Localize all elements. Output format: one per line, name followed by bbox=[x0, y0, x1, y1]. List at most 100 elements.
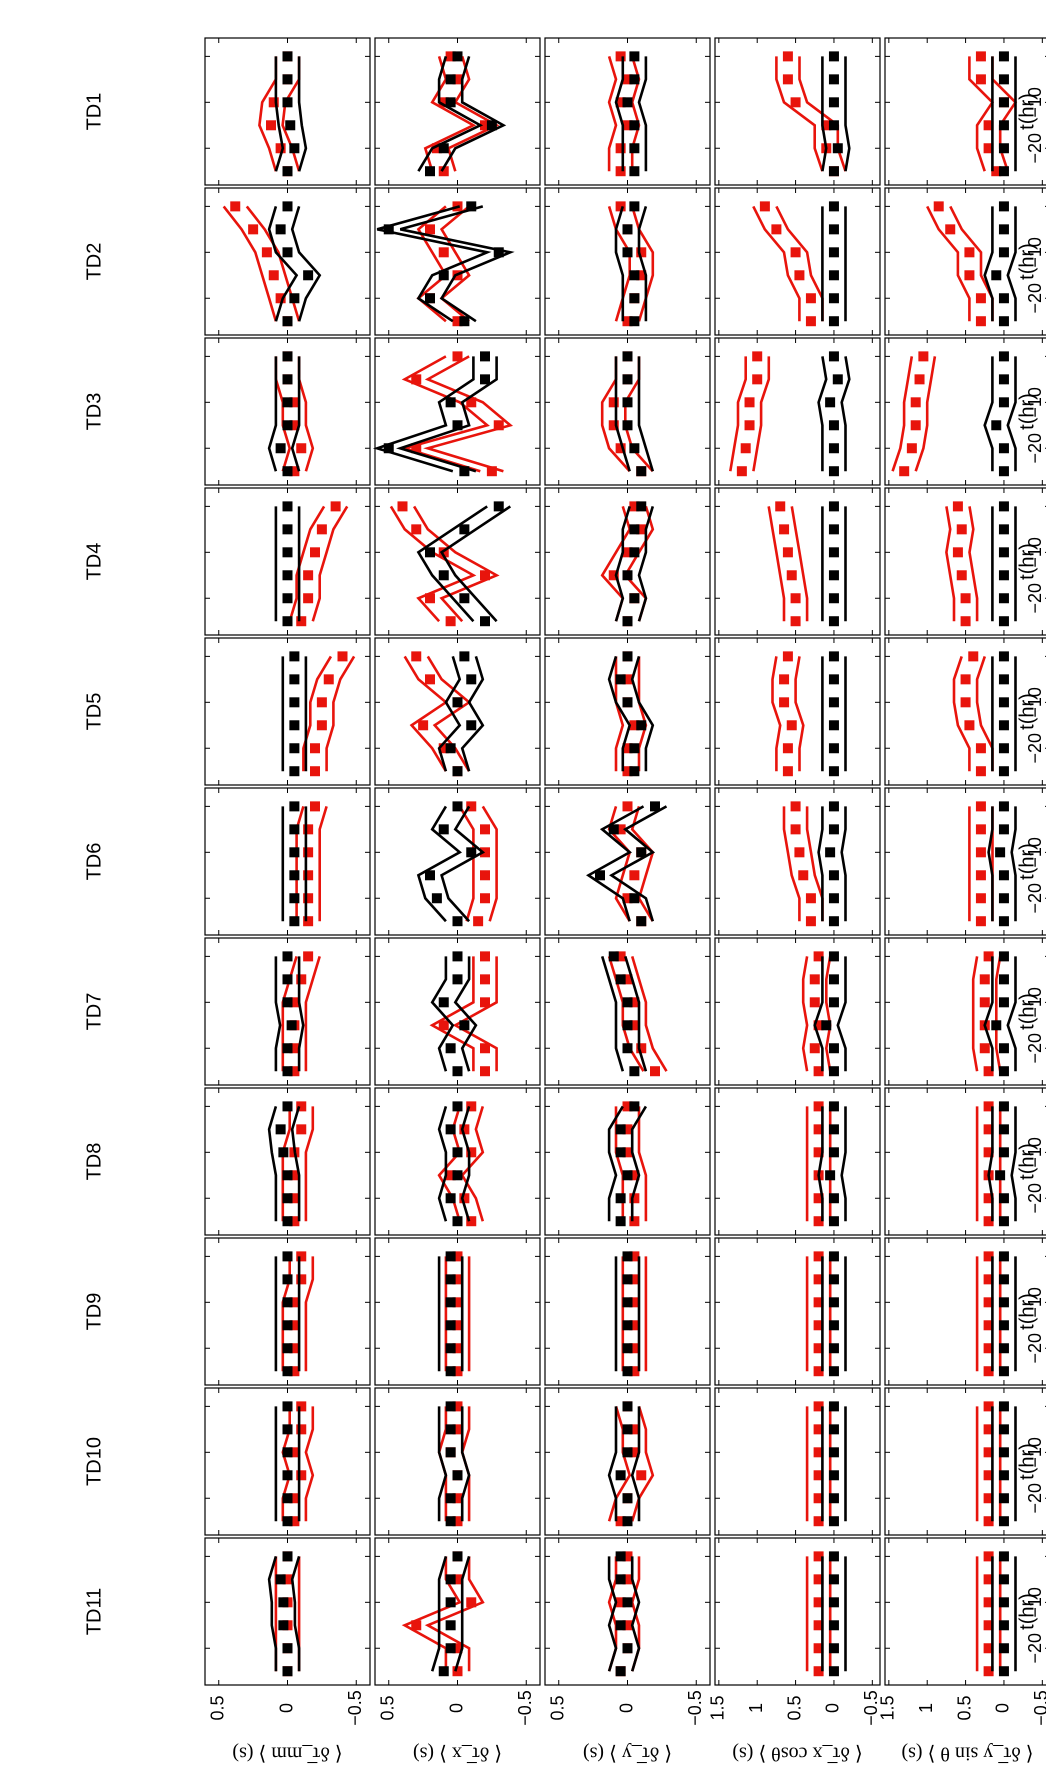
panel-frame bbox=[714, 187, 881, 336]
red-series-point bbox=[296, 1470, 307, 1481]
time-tick-label: −20 bbox=[1025, 1033, 1045, 1064]
red-series-point bbox=[466, 801, 477, 812]
red-series-lower-bound bbox=[304, 956, 321, 1072]
red-series-lower-bound bbox=[968, 506, 979, 622]
red-series-point bbox=[629, 1297, 640, 1308]
black-series-point bbox=[998, 766, 1009, 777]
black-series-point bbox=[452, 1147, 463, 1158]
red-series-point bbox=[622, 1551, 633, 1562]
panel-frame bbox=[714, 1237, 881, 1386]
black-series-point bbox=[289, 651, 300, 662]
red-series-point bbox=[759, 201, 770, 212]
black-series-upper-bound bbox=[817, 1106, 824, 1222]
red-series-point bbox=[964, 270, 975, 281]
red-series-point bbox=[289, 1066, 300, 1077]
red-series-point bbox=[782, 651, 793, 662]
black-series-point bbox=[998, 501, 1009, 512]
red-series-point bbox=[296, 1274, 307, 1285]
red-series-point bbox=[323, 674, 334, 685]
black-series-point bbox=[622, 1020, 633, 1031]
red-series-point bbox=[289, 1320, 300, 1331]
red-series-point bbox=[821, 120, 832, 131]
red-series-point bbox=[983, 951, 994, 962]
black-series-point bbox=[445, 1043, 456, 1054]
panel-td3-row4 bbox=[714, 337, 881, 486]
black-series-point bbox=[282, 397, 293, 408]
red-series-point bbox=[452, 1666, 463, 1677]
black-series-point bbox=[828, 824, 839, 835]
red-series-point bbox=[310, 766, 320, 777]
red-series-point bbox=[983, 1643, 994, 1654]
value-tick-label: 1.5 bbox=[708, 1695, 728, 1720]
panel-frame bbox=[544, 187, 711, 336]
black-series-point bbox=[828, 1216, 839, 1227]
red-series-point bbox=[629, 1320, 640, 1331]
black-series-point bbox=[445, 1401, 456, 1412]
panel-frame bbox=[884, 187, 1046, 336]
red-series-lower-bound bbox=[424, 1556, 485, 1672]
panel-td4-row2 bbox=[374, 487, 541, 636]
red-series-point bbox=[983, 1401, 994, 1412]
red-series-point bbox=[983, 1666, 994, 1677]
red-series-point bbox=[782, 51, 793, 62]
red-series-point bbox=[983, 1066, 994, 1077]
black-series-point bbox=[438, 824, 449, 835]
red-series-lower-bound bbox=[481, 805, 498, 922]
red-series-point bbox=[289, 1366, 300, 1377]
red-series-point bbox=[275, 143, 286, 154]
red-series-point bbox=[983, 1516, 994, 1527]
red-series-point bbox=[813, 1366, 824, 1377]
red-series-point bbox=[744, 397, 755, 408]
black-series-point bbox=[998, 143, 1009, 154]
black-series-lower-bound bbox=[637, 506, 655, 622]
black-series-point bbox=[282, 1493, 293, 1504]
black-series-point bbox=[278, 1597, 289, 1608]
black-series-point bbox=[622, 1320, 633, 1331]
red-series-point bbox=[452, 1366, 463, 1377]
black-series-point bbox=[622, 651, 633, 662]
red-series-point bbox=[486, 466, 497, 477]
black-series-point bbox=[828, 201, 839, 212]
row-label-3: ⟨ δτ̅_y ⟩ (s) bbox=[583, 1742, 672, 1764]
black-series-point bbox=[998, 524, 1009, 535]
black-series-point bbox=[998, 893, 1009, 904]
red-series-point bbox=[431, 143, 442, 154]
time-tick-label: −10 bbox=[1025, 387, 1045, 418]
red-series-point bbox=[622, 316, 633, 327]
black-series-point bbox=[282, 316, 293, 327]
row-label-2: ⟨ δτ̅_x ⟩ (s) bbox=[413, 1742, 502, 1764]
black-series-point bbox=[282, 1193, 293, 1204]
red-series-point bbox=[736, 466, 747, 477]
red-series-point bbox=[622, 1574, 633, 1585]
panel-frame bbox=[204, 1087, 371, 1236]
black-series-point bbox=[629, 120, 640, 131]
panel-frame bbox=[544, 1387, 711, 1536]
red-series-point bbox=[813, 1251, 824, 1262]
panel-td4-row4 bbox=[714, 487, 881, 636]
black-series-point bbox=[289, 916, 300, 927]
black-series-point bbox=[828, 1470, 839, 1481]
black-series-point bbox=[998, 697, 1009, 708]
black-series-lower-bound bbox=[460, 656, 485, 772]
red-series-point bbox=[975, 74, 986, 85]
red-series-point bbox=[813, 1297, 824, 1308]
red-series-point bbox=[813, 1574, 824, 1585]
time-tick-label: −10 bbox=[1025, 1437, 1045, 1468]
black-series-point bbox=[622, 697, 633, 708]
black-series-point bbox=[282, 1424, 293, 1435]
black-series-upper-bound bbox=[817, 356, 828, 472]
black-series-point bbox=[289, 697, 300, 708]
panel-td9-row4 bbox=[714, 1237, 881, 1386]
black-series-point bbox=[828, 1297, 839, 1308]
panel-frame bbox=[884, 1537, 1046, 1686]
black-series-point bbox=[438, 1666, 449, 1677]
panel-td6-row5 bbox=[884, 787, 1046, 936]
panel-td4-row5 bbox=[884, 487, 1046, 636]
red-series-point bbox=[289, 420, 300, 431]
black-series-point bbox=[445, 1643, 456, 1654]
red-series-point bbox=[303, 824, 314, 835]
black-series-point bbox=[828, 247, 839, 258]
black-series-point bbox=[480, 616, 490, 627]
black-series-point bbox=[828, 1147, 839, 1158]
black-series-point bbox=[445, 1597, 456, 1608]
